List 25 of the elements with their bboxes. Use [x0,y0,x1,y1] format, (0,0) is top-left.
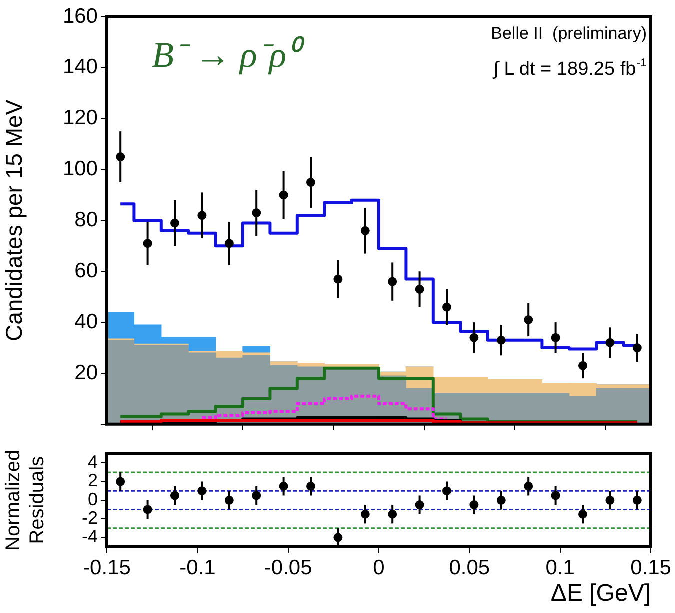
y-tick-label: 20 [74,361,98,384]
x-tick-label: 0.05 [449,556,490,580]
y-tick-label: 60 [74,259,98,282]
x-tick-label: 0 [373,556,385,580]
y-tick-label: 2 [88,470,98,491]
annotation: Belle II (preliminary) [491,24,648,43]
y-axis-title: Normalized Residuals [2,450,49,551]
y-tick-label: 40 [74,310,98,334]
x-tick-label: -0.1 [180,556,216,580]
x-tick-label: -0.05 [264,556,312,580]
y-tick-label: 0 [88,489,98,510]
y-tick-label: 100 [62,158,98,181]
y-tick-label: -2 [82,508,98,528]
y-tick-label: 4 [88,452,98,472]
x-tick-label: 0.1 [546,556,575,580]
x-tick-label: -0.15 [83,556,131,580]
x-axis-title: ΔE [GeV] [550,580,651,608]
y-tick-label: 120 [62,106,98,130]
y-tick-label: -4 [82,526,98,547]
y-tick-label: 160 [62,4,98,28]
y-tick-label: 140 [62,56,98,79]
y-axis-title: Candidates per 15 MeV [1,99,28,342]
y-tick-label: 80 [74,208,98,232]
x-tick-label: 0.15 [630,556,672,580]
text: B⁻ → ρ⁻ρ⁰ [152,35,306,75]
